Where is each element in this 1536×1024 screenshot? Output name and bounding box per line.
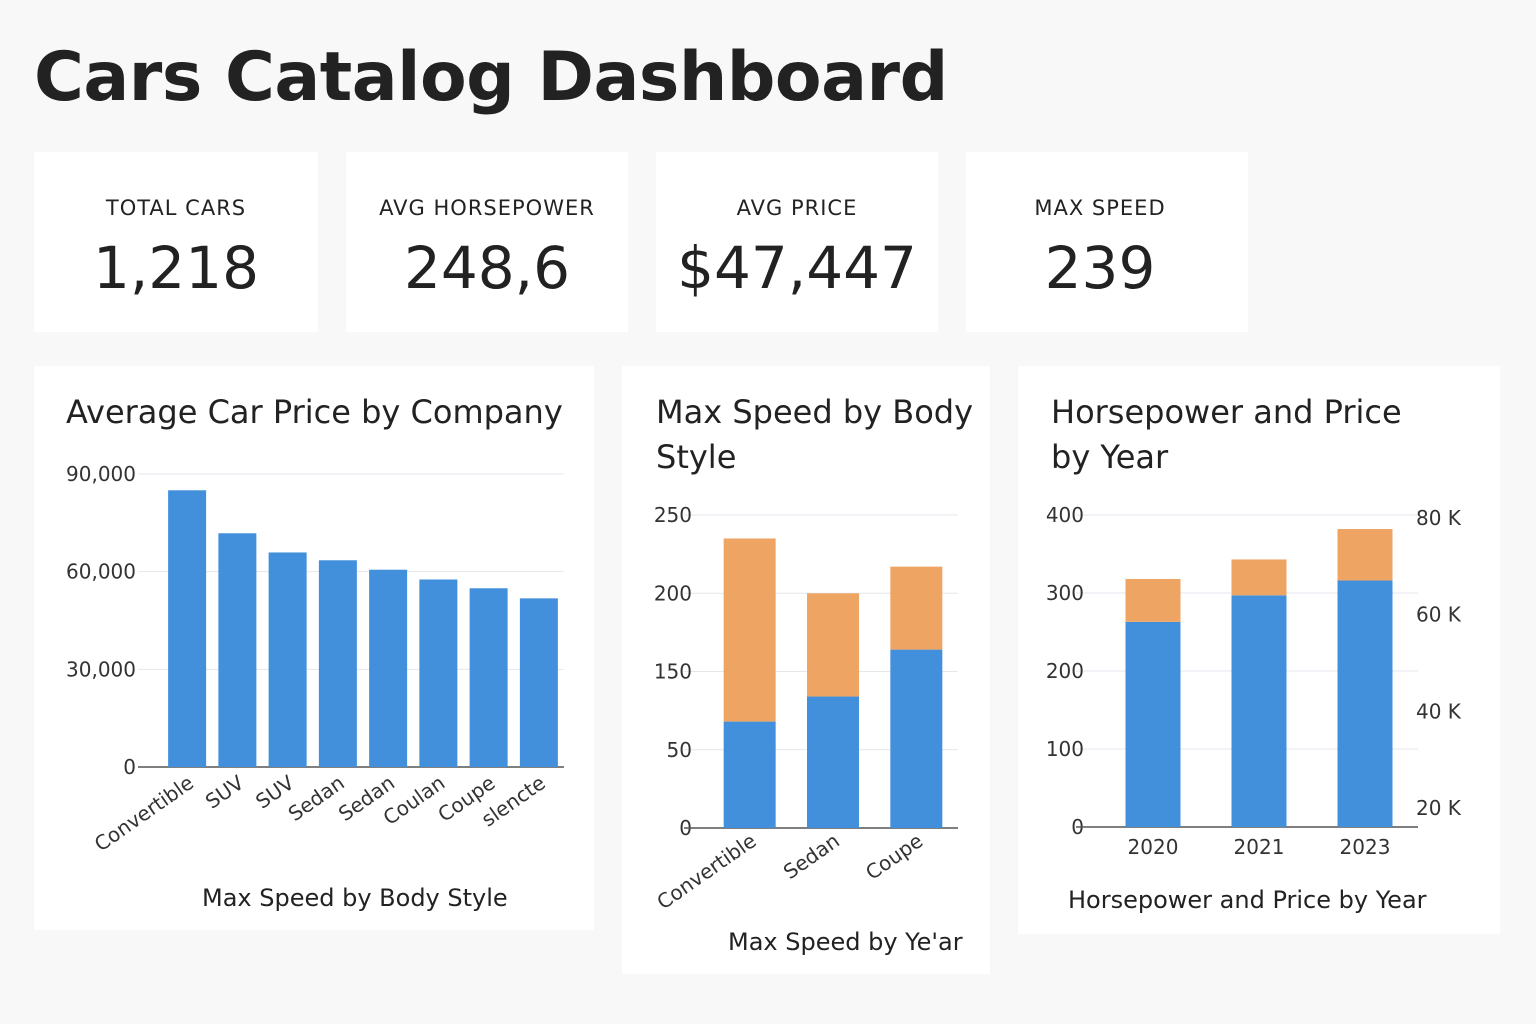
bar-segment [890,566,943,650]
bar [369,569,408,767]
bar-segment [1337,580,1393,827]
y-tick-label: 250 [654,503,692,527]
y-tick-label: 200 [654,581,692,605]
bar-segment [1231,559,1287,596]
bar-segment [807,696,859,828]
kpi-avg-horsepower: AVG HORSEPOWER 248,6 [346,152,628,332]
bar [218,533,257,767]
kpi-max-speed: MAX SPEED 239 [966,152,1248,332]
chart-card-avg-price-by-company: Average Car Price by Company 0 30,000 60,0… [34,366,594,930]
bar-segment [723,721,776,828]
chart-title: Average Car Price by Company [66,393,563,431]
bar [469,588,508,767]
kpi-total-cars: TOTAL CARS 1,218 [34,152,318,332]
chart-card-max-speed-by-body-style: Max Speed by Body Style 0 50 150 200 250 Conv… [622,366,990,974]
bar-segment [1337,529,1393,581]
y-tick-label: 300 [1046,581,1084,605]
y-tick-label: 400 [1046,503,1084,527]
x-tick-label: 2021 [1234,835,1285,859]
x-tick-label: Sedan [284,770,349,826]
bar-segment [723,538,776,722]
bar [168,490,207,767]
y2-tick-label: 20 K [1416,796,1462,820]
y2-tick-label: 60 K [1416,603,1462,627]
bar-segment [1125,621,1181,827]
kpi-value: 1,218 [92,234,260,302]
x-tick-label: Coupe [861,828,927,884]
bar-segment [807,593,859,697]
kpi-label: AVG PRICE [736,196,858,220]
chart-caption: Horsepower and Price by Year [1068,886,1427,914]
page-title: Cars Catalog Dashboard [34,38,948,117]
y-tick-label: 150 [654,660,692,684]
x-tick-label: 2020 [1128,835,1179,859]
bar-segment [1231,595,1287,827]
bar [519,598,558,767]
y-tick-label: 100 [1046,737,1084,761]
kpi-value: 248,6 [403,234,571,302]
kpi-label: TOTAL CARS [105,196,247,220]
bar [419,579,458,767]
bar [268,552,307,767]
chart-title: Max Speed by Body Style [656,393,974,476]
y-tick-label: 30,000 [66,657,136,681]
bar-segment [890,649,943,828]
x-tick-label: 2023 [1340,835,1391,859]
kpi-label: AVG HORSEPOWER [379,196,595,220]
chart-caption: Max Speed by Body Style [202,884,508,912]
y2-tick-label: 40 K [1416,699,1462,723]
y2-tick-label: 80 K [1416,506,1462,530]
kpi-value: $47,447 [677,234,917,302]
chart-caption: Max Speed by Ye'ar [728,928,963,956]
x-tick-label: SUV [201,770,249,813]
chart-card-horsepower-and-price-by-year: Horsepower and Price by Year 0 100 200 300 4… [1018,366,1500,934]
bar-segment [1125,578,1181,622]
y-tick-label: 60,000 [66,560,136,584]
x-tick-label: Convertible [652,828,760,914]
y-tick-label: 50 [667,738,692,762]
y-tick-label: 200 [1046,659,1084,683]
kpi-value: 239 [1044,234,1156,302]
kpi-avg-price: AVG PRICE $47,447 [656,152,938,332]
x-tick-label: Convertible [90,770,198,856]
kpi-label: MAX SPEED [1034,196,1166,220]
y-tick-label: 90,000 [66,462,136,486]
bar [318,560,357,767]
chart-title: Horsepower and Price by Year [1051,393,1402,476]
y-tick-label: 0 [123,755,136,779]
x-tick-label: Sedan [779,828,844,884]
